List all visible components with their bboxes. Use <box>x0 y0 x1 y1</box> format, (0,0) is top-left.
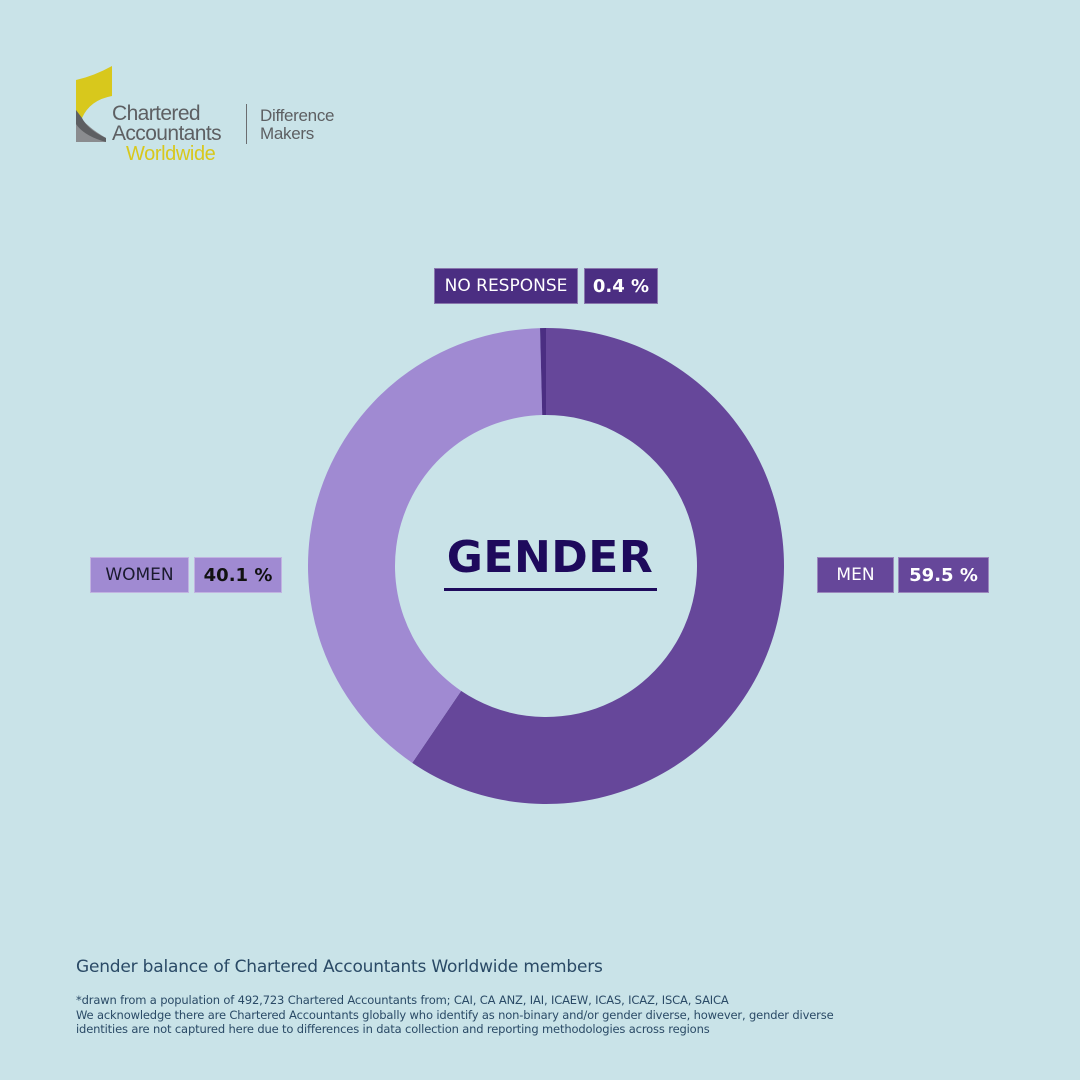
logo-tagline-makers: Makers <box>260 124 314 143</box>
footnote-line-2: We acknowledge there are Chartered Accou… <box>76 1007 834 1022</box>
men-label: MEN <box>817 557 894 593</box>
footnote: *drawn from a population of 492,723 Char… <box>76 993 976 1037</box>
women-label: WOMEN <box>90 557 189 593</box>
no-response-label: NO RESPONSE <box>434 268 578 304</box>
men-value: 59.5 % <box>898 557 989 593</box>
logo-text-worldwide: Worldwide <box>126 143 216 165</box>
women-slice <box>308 328 543 763</box>
logo-text-accountants: Accountants <box>112 122 222 145</box>
chart-caption: Gender balance of Chartered Accountants … <box>76 957 603 977</box>
logo-mark-icon <box>76 66 112 142</box>
no-response-slice <box>540 328 546 416</box>
women-value: 40.1 % <box>194 557 282 593</box>
chart-center-title: GENDER <box>446 532 654 583</box>
logo-tagline-difference: Difference <box>260 106 335 125</box>
footnote-line-1: *drawn from a population of 492,723 Char… <box>76 993 729 1007</box>
no-response-value: 0.4 % <box>584 268 658 304</box>
logo-text-chartered: Chartered <box>112 102 201 125</box>
footnote-line-3: identities are not captured here due to … <box>76 1022 710 1036</box>
chart-title-underline <box>444 588 657 591</box>
men-slice <box>412 328 784 804</box>
logo-divider <box>246 104 247 144</box>
logo: Chartered Accountants Worldwide Differen… <box>76 66 356 166</box>
